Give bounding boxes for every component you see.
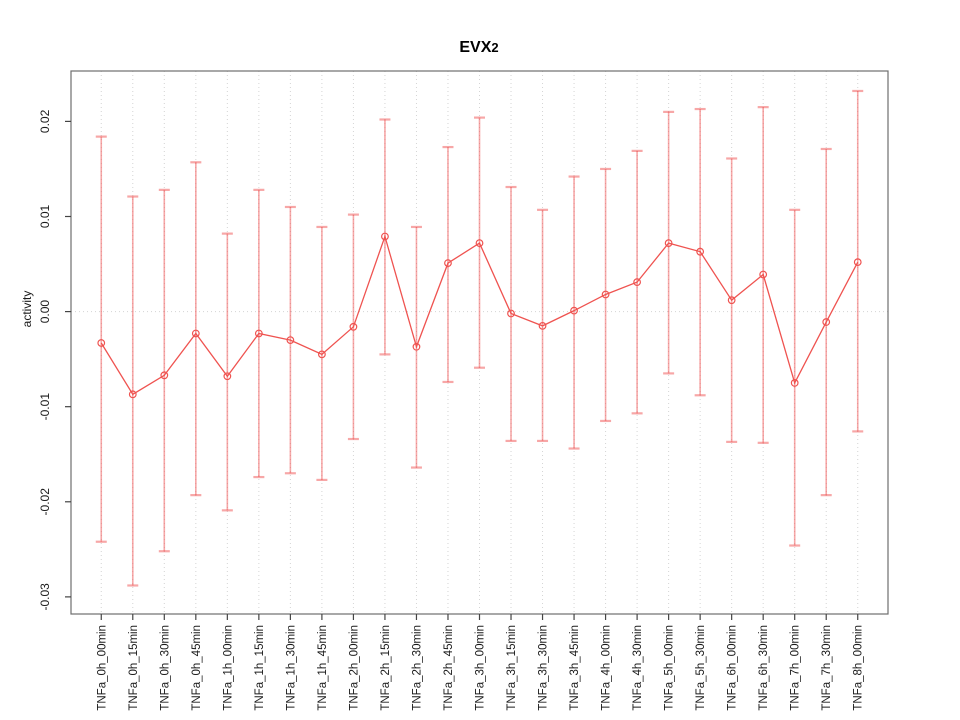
x-tick-label: TNFa_0h_15min <box>128 625 140 711</box>
x-tick-label: TNFa_3h_30min <box>538 625 550 711</box>
series-line <box>100 234 859 396</box>
data-point <box>223 372 232 381</box>
x-tick-label: TNFa_1h_00min <box>222 625 234 711</box>
x-tick-label: TNFa_3h_00min <box>475 625 487 711</box>
x-tick-label: TNFa_2h_15min <box>380 625 392 711</box>
data-point <box>759 270 768 279</box>
data-point <box>286 336 295 345</box>
grid-layer <box>71 71 888 614</box>
x-tick-label: TNFa_0h_45min <box>191 625 203 711</box>
x-tick-label: TNFa_3h_15min <box>506 625 518 711</box>
chart-title-main: EVX <box>459 39 491 56</box>
data-point <box>444 259 452 267</box>
chart-title: EVX2 <box>459 39 498 56</box>
y-axis-label: activity <box>20 291 34 328</box>
data-point <box>538 321 547 330</box>
x-tick-label: TNFa_3h_45min <box>569 625 581 711</box>
chart-title-subscript: 2 <box>491 40 498 55</box>
data-point <box>727 296 736 305</box>
data-point <box>317 350 326 359</box>
data-point <box>381 232 389 241</box>
data-point <box>97 339 106 347</box>
error-bar <box>852 89 864 433</box>
x-tick-label: TNFa_0h_00min <box>96 625 108 711</box>
x-tick-label: TNFa_2h_00min <box>348 625 360 711</box>
x-tick-label: TNFa_1h_30min <box>285 625 297 711</box>
x-tick-label: TNFa_5h_30min <box>695 625 707 711</box>
x-tick-label: TNFa_5h_00min <box>664 625 676 711</box>
x-tick-label: TNFa_7h_00min <box>790 625 802 711</box>
data-point <box>633 278 642 287</box>
data-point <box>160 371 169 380</box>
error-bar <box>190 161 202 497</box>
y-tick-label: -0.02 <box>38 488 52 516</box>
series-layer <box>97 232 862 399</box>
data-point <box>475 239 484 248</box>
data-point <box>601 290 610 299</box>
data-point <box>664 239 673 248</box>
data-point <box>696 247 705 256</box>
data-point <box>254 329 263 338</box>
y-tick-label: 0.01 <box>38 204 52 228</box>
y-tick-label: -0.03 <box>38 583 52 611</box>
error-bar <box>568 175 580 450</box>
y-tick-label: 0.02 <box>38 109 52 133</box>
x-tick-label: TNFa_4h_30min <box>632 625 644 711</box>
axis-layer: 0.02 0.01 0.00 -0.01 -0.02 -0.03 TNFa_0h_00min… <box>38 70 889 711</box>
data-point <box>790 379 799 387</box>
x-tick-label: TNFa_2h_45min <box>443 625 455 711</box>
x-tick-label: TNFa_2h_30min <box>411 625 423 711</box>
x-tick-label: TNFa_6h_00min <box>727 625 739 711</box>
error-bar <box>316 225 328 482</box>
x-tick-label: TNFa_1h_45min <box>317 625 329 711</box>
data-point <box>853 258 862 267</box>
data-point <box>570 306 578 315</box>
y-tick-label: -0.01 <box>38 393 52 421</box>
x-tick-label: TNFa_0h_30min <box>159 625 171 711</box>
error-bar <box>789 208 801 547</box>
x-tick-label: TNFa_8h_00min <box>853 625 865 711</box>
data-point <box>507 309 515 318</box>
data-point <box>191 329 200 338</box>
error-bar <box>221 232 233 512</box>
x-tick-label: TNFa_7h_30min <box>821 625 833 711</box>
x-tick-label: TNFa_4h_00min <box>601 625 613 711</box>
data-point <box>412 342 421 351</box>
y-tick-label: 0.00 <box>38 300 52 324</box>
x-tick-label: TNFa_6h_30min <box>758 625 770 711</box>
data-point <box>822 318 831 326</box>
error-bar <box>158 188 170 553</box>
data-point <box>128 390 137 399</box>
data-point <box>349 322 358 331</box>
x-tick-label: TNFa_1h_15min <box>254 625 266 711</box>
